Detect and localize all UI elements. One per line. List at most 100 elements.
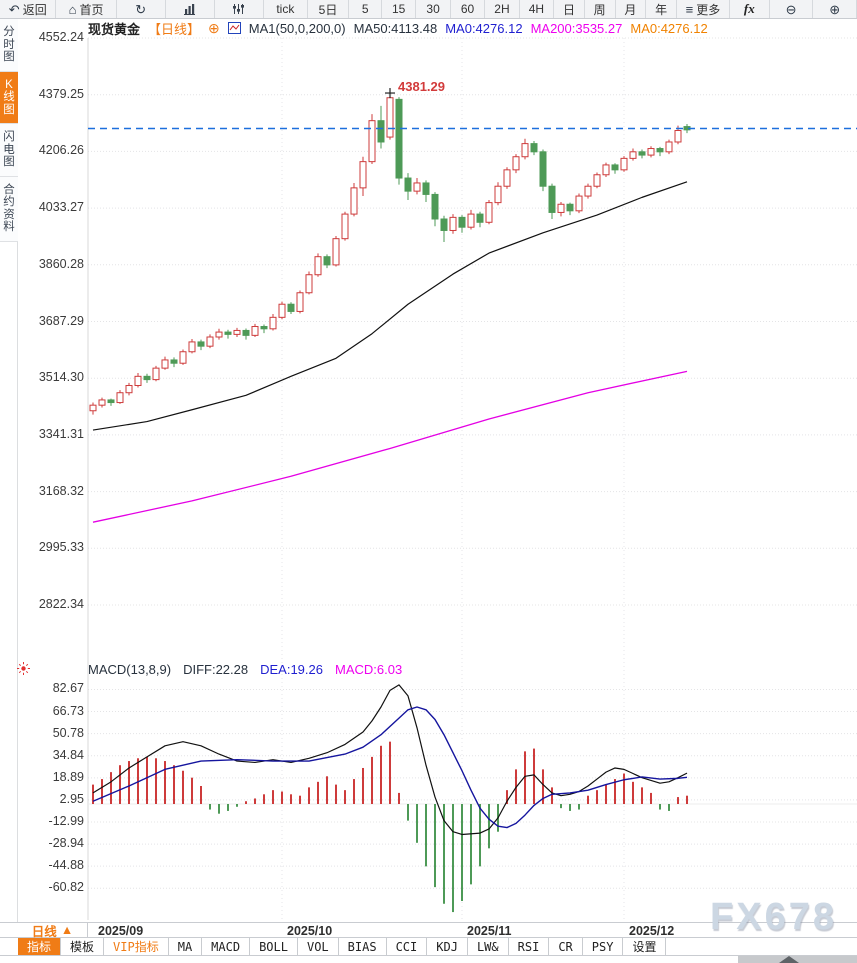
toolbar-interval-15-button[interactable]: 15 — [382, 0, 417, 18]
tab-VOL[interactable]: VOL — [298, 938, 339, 955]
sidebar-item-char: K — [5, 78, 13, 91]
zoom-out-icon: ⊖ — [785, 1, 797, 17]
toolbar-interval-30-button[interactable]: 30 — [416, 0, 451, 18]
bottom-scrollbar[interactable] — [0, 956, 857, 963]
toolbar-label: 30 — [426, 2, 440, 16]
tab-MACD[interactable]: MACD — [202, 938, 251, 955]
sidebar-item-分时图[interactable]: 分时图 — [0, 19, 18, 72]
tab-模板[interactable]: 模板 — [61, 938, 105, 955]
macd-legend: MACD(13,8,9) DIFF:22.28 DEA:19.26 MACD:6… — [88, 662, 402, 677]
diff-value: DIFF:22.28 — [183, 662, 249, 677]
toolbar-label: 年 — [655, 2, 668, 17]
xaxis-label: 2025/09 — [98, 924, 144, 938]
bar-chart-icon — [184, 4, 196, 15]
toolbar-back-button[interactable]: ↶ 返回 — [0, 0, 57, 18]
tab-PSY[interactable]: PSY — [583, 938, 624, 955]
macd-settings-icon[interactable] — [16, 661, 31, 676]
toolbar-label: fx — [743, 1, 755, 16]
zoom-in-icon: ⊕ — [829, 1, 841, 17]
tab-MA[interactable]: MA — [169, 938, 203, 955]
tab-KDJ[interactable]: KDJ — [427, 938, 468, 955]
sidebar-item-char: 图 — [3, 51, 15, 63]
toolbar-label: 月 — [624, 2, 637, 17]
indicator-tabs: 指标 模板 VIP指标 MA MACD BOLL VOL BIAS CCI KDJ LW& RSI CR… — [0, 938, 857, 956]
tab-LW&[interactable]: LW& — [468, 938, 509, 955]
toolbar-interval-5d-button[interactable]: 5日 — [308, 0, 350, 18]
sidebar-item-char: 资 — [3, 208, 15, 221]
xaxis-strip: 日线 ▲ 2025/09 2025/10 2025/11 2025/12 — [0, 922, 857, 939]
back-icon: ↶ — [8, 1, 20, 17]
sidebar-item-char: 电 — [3, 143, 15, 156]
toolbar-label: 返回 — [22, 2, 47, 17]
toolbar-fx-button[interactable]: fx — [730, 0, 770, 18]
dea-value: DEA:19.26 — [260, 662, 323, 677]
toolbar-more-button[interactable]: ≡ 更多 — [677, 0, 730, 18]
toolbar-indicator-settings-button[interactable] — [215, 0, 265, 18]
tab-设置[interactable]: 设置 — [623, 938, 667, 955]
toolbar: ↶ 返回 ⌂ 首页 ↻ tick 5日 5 15 30 60 2H 4H 日周月年 ≡ 更多 fx ⊖ ⊕ — [0, 0, 857, 19]
more-icon: ≡ — [685, 1, 694, 17]
toolbar-interval-day-button[interactable]: 日 — [554, 0, 585, 18]
chevron-up-icon: ▲ — [60, 923, 74, 937]
xaxis-label: 2025/11 — [467, 924, 512, 938]
toolbar-zoom-in-button[interactable]: ⊕ — [813, 0, 857, 18]
sidebar-item-char: 料 — [3, 221, 15, 233]
toolbar-label: 日 — [562, 2, 575, 17]
scroll-arrow-icon[interactable] — [779, 956, 799, 963]
toolbar-label: 60 — [460, 2, 475, 16]
expand-icon[interactable]: ⊕ — [208, 20, 220, 36]
ma0-blue-value: MA0:4276.12 — [445, 20, 523, 36]
toolbar-label: 5日 — [318, 2, 338, 17]
toolbar-interval-2h-button[interactable]: 2H — [485, 0, 520, 18]
peak-price-label: 4381.29 — [398, 79, 445, 95]
ma50-value: MA50:4113.48 — [353, 20, 438, 36]
sidebar-item-char: 约 — [3, 196, 15, 208]
period-button[interactable]: 日线 ▲ — [18, 923, 88, 939]
sidebar-item-char: 时 — [3, 38, 15, 51]
tab-CCI[interactable]: CCI — [387, 938, 428, 955]
ma-params: MA1(50,0,200,0) — [248, 20, 346, 36]
sidebar-item-char: 线 — [3, 91, 15, 103]
ma-preview-icon — [227, 22, 241, 34]
toolbar-label: 4H — [528, 2, 545, 16]
tab-BIAS[interactable]: BIAS — [339, 938, 387, 955]
toolbar-label: 更多 — [696, 2, 721, 17]
toolbar-interval-4h-button[interactable]: 4H — [520, 0, 555, 18]
sidebar-item-char: 合 — [3, 183, 15, 196]
sidebar-item-char: 图 — [3, 103, 15, 116]
ma0-orange-value: MA0:4276.12 — [630, 20, 708, 36]
toolbar-interval-month-button[interactable]: 月 — [616, 0, 647, 18]
tab-VIP指标[interactable]: VIP指标 — [104, 938, 169, 955]
toolbar-refresh-button[interactable]: ↻ — [117, 0, 166, 18]
toolbar-label: 15 — [392, 2, 406, 16]
toolbar-interval-60-button[interactable]: 60 — [451, 0, 486, 18]
toolbar-interval-5-button[interactable]: 5 — [349, 0, 382, 18]
sidebar-item-char: 闪 — [3, 131, 15, 143]
timeframe-label: 【日线】 — [148, 21, 201, 37]
sidebar-item-合约资料[interactable]: 合约资料 — [0, 176, 18, 242]
toolbar-zoom-out-button[interactable]: ⊖ — [770, 0, 814, 18]
toolbar-chart-type-button[interactable] — [166, 0, 215, 18]
sliders-icon — [233, 4, 245, 14]
refresh-icon: ↻ — [135, 1, 147, 17]
ma200-value: MA200:3535.27 — [530, 20, 623, 36]
tab-BOLL[interactable]: BOLL — [250, 938, 298, 955]
symbol-name: 现货黄金 — [88, 21, 141, 37]
sidebar-item-char: 分 — [3, 26, 15, 38]
toolbar-home-button[interactable]: ⌂ 首页 — [56, 0, 117, 18]
tab-RSI[interactable]: RSI — [509, 938, 550, 955]
sidebar-item-闪电图[interactable]: 闪电图 — [0, 124, 18, 177]
toolbar-interval-week-button[interactable]: 周 — [585, 0, 616, 18]
tab-CR[interactable]: CR — [549, 938, 583, 955]
toolbar-label: 2H — [494, 2, 510, 16]
sidebar-item-char: 图 — [3, 156, 15, 168]
toolbar-label: 周 — [593, 2, 606, 17]
toolbar-label: tick — [276, 2, 295, 16]
tab-指标[interactable]: 指标 — [18, 938, 62, 955]
toolbar-interval-tick-button[interactable]: tick — [264, 0, 308, 18]
toolbar-interval-year-button[interactable]: 年 — [646, 0, 678, 18]
